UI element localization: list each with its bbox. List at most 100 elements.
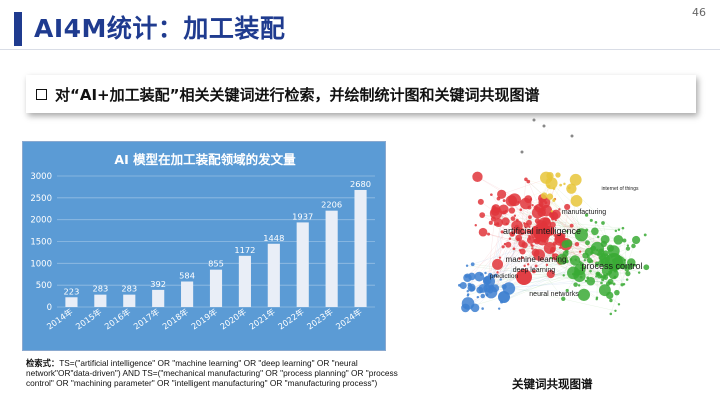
network-hub-node (498, 291, 510, 303)
network-edge (486, 269, 581, 295)
network-node (518, 257, 521, 260)
network-node (517, 201, 520, 204)
network-node (485, 293, 489, 297)
network-node (614, 289, 620, 296)
network-node (622, 238, 627, 243)
network-keyword-label: machine learning (506, 255, 567, 264)
network-hub-node (516, 269, 532, 285)
y-tick-label: 1500 (30, 238, 52, 248)
network-node (590, 241, 605, 256)
network-node (481, 307, 484, 310)
network-edge (624, 240, 628, 270)
network-keyword-label: manufacturing (562, 209, 606, 216)
network-node (614, 309, 617, 313)
network-node (520, 197, 532, 210)
bar-value-label: 1448 (263, 233, 284, 243)
network-node (526, 236, 535, 244)
network-node (493, 223, 497, 226)
network-node (479, 212, 486, 218)
network-node (478, 227, 488, 237)
keyword-network-graph: artificial intelligence machine learning p… (458, 118, 650, 316)
network-node (546, 193, 554, 200)
x-tick-label: 2019年 (189, 306, 219, 331)
network-node (487, 288, 494, 294)
network-node (539, 210, 542, 214)
network-node (526, 219, 532, 226)
network-node (524, 177, 528, 182)
network-node (584, 213, 589, 217)
network-node (547, 184, 551, 189)
network-edge (503, 200, 530, 237)
network-node (508, 207, 516, 214)
network-edge (471, 199, 532, 277)
x-tick-label: 2021年 (247, 306, 277, 331)
bar-value-label: 1937 (292, 211, 313, 221)
network-node (560, 233, 566, 239)
network-node (544, 201, 548, 205)
network-node (625, 270, 631, 277)
network-node (492, 205, 496, 209)
network-node (553, 198, 556, 201)
network-hub-node (605, 253, 623, 271)
network-node (609, 298, 613, 303)
network-node (470, 303, 480, 313)
x-tick-label: 2017年 (131, 306, 161, 331)
network-node (596, 235, 600, 239)
network-node (528, 234, 531, 238)
network-node (492, 258, 504, 270)
network-node (595, 296, 599, 299)
bar-chart-svg: AI 模型在加工装配领域的发文量 0 500 1000 1500 2000 2500 300… (30, 152, 375, 332)
network-keyword-label: neural networks (529, 291, 579, 298)
network-node (606, 244, 614, 252)
network-node (512, 247, 516, 251)
network-node (459, 281, 467, 290)
footnote-text: TS=("artificial intelligence" OR "machin… (26, 358, 398, 389)
network-node (565, 249, 569, 254)
network-node (519, 208, 523, 212)
network-node (531, 203, 534, 207)
network-node (538, 201, 544, 207)
network-node (569, 258, 573, 261)
network-labels: artificial intelligence machine learning p… (490, 186, 643, 298)
network-node (555, 172, 561, 178)
network-edge (474, 240, 544, 308)
network-node (497, 189, 507, 199)
network-node (614, 229, 618, 233)
network-node (523, 222, 526, 225)
network-node (585, 240, 590, 246)
network-node (626, 244, 630, 247)
bar-value-label: 2206 (321, 200, 342, 210)
network-node (612, 282, 616, 286)
bar (65, 297, 78, 307)
network-node (586, 276, 596, 286)
network-node (565, 288, 569, 293)
bar (238, 255, 251, 307)
network-edge (494, 250, 521, 289)
network-node (510, 231, 515, 237)
network-hub-node (533, 223, 551, 241)
network-node (578, 250, 582, 253)
network-node (513, 214, 517, 217)
network-edge (466, 243, 506, 277)
network-node (534, 218, 541, 224)
network-node (488, 272, 493, 278)
network-node (567, 186, 571, 190)
network-node (573, 269, 580, 276)
network-edge (477, 176, 515, 200)
network-node (532, 118, 536, 122)
y-tick-label: 3000 (30, 172, 52, 182)
network-node (562, 274, 565, 277)
y-tick-label: 0 (47, 303, 52, 313)
network-keyword-label: artificial intelligence (503, 226, 581, 236)
network-node (482, 276, 492, 285)
network-node (564, 239, 573, 248)
network-edge (553, 215, 592, 249)
x-tick-label: 2023年 (305, 306, 335, 331)
network-edge (495, 243, 569, 289)
network-node (598, 260, 605, 267)
network-node (623, 258, 627, 262)
network-node (579, 275, 583, 279)
bar (209, 269, 223, 307)
network-node (499, 278, 502, 281)
network-edge (565, 244, 606, 291)
